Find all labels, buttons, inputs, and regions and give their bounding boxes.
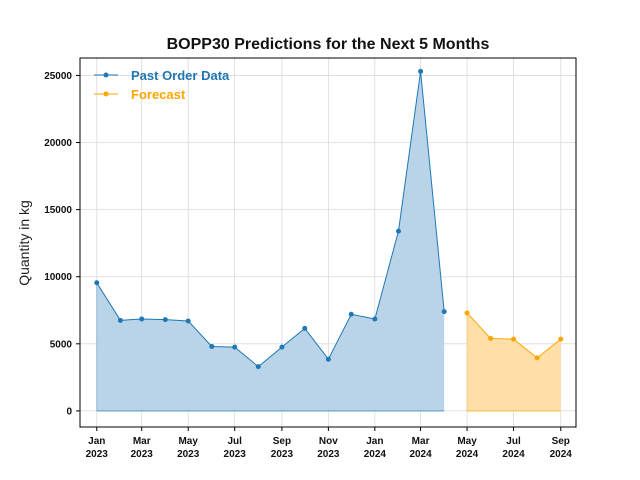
forecast-point: [464, 310, 470, 316]
past-order-data-point: [418, 68, 424, 74]
forecast-point: [534, 355, 540, 361]
y-axis-label: Quantity in kg: [16, 200, 32, 286]
x-tick-label: Jan 2024: [364, 436, 387, 460]
y-tick-label: 5000: [50, 339, 73, 350]
past-order-data-point: [185, 318, 191, 324]
forecast-point: [558, 336, 564, 342]
past-order-data-area: [96, 71, 445, 411]
legend-label-forecast: Forecast: [131, 87, 186, 102]
forecast-point: [488, 335, 494, 341]
x-tick-label: Sep 2023: [271, 436, 294, 460]
past-order-data-point: [395, 228, 401, 234]
chart-title: BOPP30 Predictions for the Next 5 Months: [167, 36, 490, 53]
past-order-data-point: [279, 344, 285, 350]
area-layer: [96, 71, 561, 412]
tick-layer: 0 5000 10000 15000 20000 25000 Jan 2023 Mar 2023 M…: [44, 71, 572, 460]
point-layer: [94, 68, 564, 370]
x-tick-label: Mar 2023: [131, 436, 154, 460]
y-tick-label: 25000: [44, 71, 72, 82]
x-tick-label: May 2023: [177, 436, 200, 460]
past-order-data-point: [255, 364, 261, 370]
past-order-data-point: [348, 311, 354, 317]
legend-label-past: Past Order Data: [131, 68, 230, 83]
x-tick-label: Jul 2023: [224, 436, 247, 460]
past-order-data-point: [209, 343, 215, 349]
x-tick-label: May 2024: [456, 436, 479, 460]
x-tick-label: Jan 2023: [86, 436, 109, 460]
past-order-data-point: [94, 280, 100, 286]
past-order-data-point: [441, 309, 447, 315]
past-order-data-point: [139, 316, 145, 322]
past-order-data-point: [232, 344, 238, 350]
legend: Past Order Data Forecast: [94, 68, 230, 102]
y-tick-label: 0: [66, 406, 72, 417]
past-order-data-point: [302, 325, 308, 331]
x-tick-label: Jul 2024: [502, 436, 525, 460]
past-order-data-point: [162, 317, 168, 323]
y-tick-label: 15000: [44, 205, 72, 216]
y-tick-label: 10000: [44, 272, 72, 283]
x-tick-label: Nov 2023: [317, 436, 340, 460]
past-order-data-point: [117, 317, 123, 323]
x-tick-label: Sep 2024: [550, 436, 573, 460]
x-tick-label: Mar 2024: [409, 436, 432, 460]
past-order-data-point: [372, 316, 378, 322]
forecast-area: [467, 312, 561, 411]
past-order-data-line: [96, 71, 445, 368]
past-order-data-point: [325, 356, 331, 362]
forecast-point: [511, 336, 517, 342]
legend-marker-forecast: [103, 91, 109, 97]
y-tick-label: 20000: [44, 138, 72, 149]
legend-marker-past: [103, 72, 109, 78]
